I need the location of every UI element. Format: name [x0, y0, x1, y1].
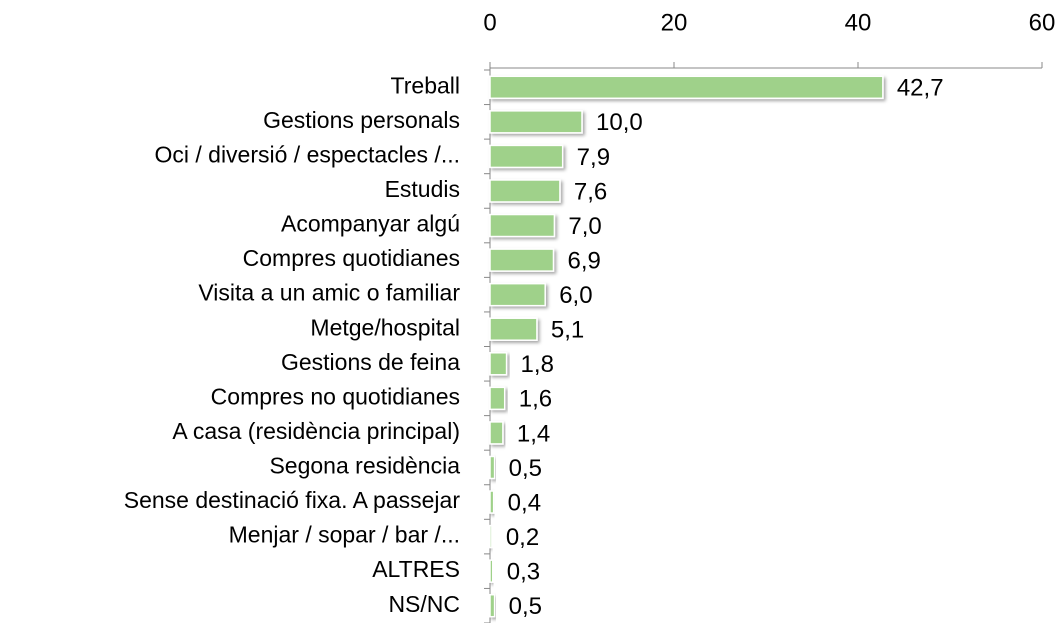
bar	[489, 144, 564, 169]
y-tick-label: A casa (residència principal)	[172, 418, 460, 444]
bar	[489, 559, 494, 583]
data-label: 0,3	[507, 559, 540, 586]
y-tick-label: Oci / diversió / espectacles /...	[154, 141, 460, 167]
data-label: 7,6	[574, 178, 607, 205]
y-tick-label: NS/NC	[388, 591, 460, 617]
bar	[489, 179, 561, 203]
bar	[489, 352, 508, 376]
data-label: 0,4	[508, 489, 541, 516]
y-tick-label: Estudis	[385, 176, 460, 202]
bar	[489, 213, 556, 238]
y-tick-label: Compres quotidianes	[243, 245, 460, 271]
data-label: 1,8	[521, 351, 554, 378]
data-label: 1,6	[519, 386, 552, 413]
data-label: 0,5	[509, 455, 542, 482]
x-tick-label: 0	[483, 9, 496, 36]
bar	[489, 75, 884, 100]
y-tick-label: Visita a un amic o familiar	[198, 280, 460, 306]
bar	[489, 455, 496, 480]
y-tick-label: Gestions personals	[263, 107, 460, 133]
data-label: 0,2	[506, 524, 539, 551]
data-label: 7,9	[577, 144, 610, 171]
bar	[489, 248, 555, 272]
bar	[489, 110, 583, 134]
y-tick-label: Compres no quotidianes	[211, 383, 460, 409]
y-tick-label: ALTRES	[372, 556, 460, 582]
data-label: 6,0	[559, 282, 592, 309]
bar	[489, 490, 495, 514]
y-tick-label: Sense destinació fixa. A passejar	[124, 487, 461, 513]
x-tick-label: 40	[845, 9, 872, 36]
data-label: 42,7	[897, 75, 944, 102]
data-label: 0,5	[509, 593, 542, 620]
y-tick-label: Treball	[391, 72, 460, 98]
bar	[489, 593, 496, 618]
data-label: 1,4	[517, 420, 550, 447]
bar	[489, 524, 493, 549]
bar	[489, 386, 506, 411]
y-tick-label: Metge/hospital	[310, 314, 460, 340]
y-tick-label: Gestions de feina	[281, 349, 460, 375]
y-tick-label: Menjar / sopar / bar /...	[229, 522, 460, 548]
y-tick-label: Segona residència	[269, 453, 460, 479]
data-label: 5,1	[551, 317, 584, 344]
data-label: 7,0	[568, 213, 601, 240]
data-label: 10,0	[596, 109, 643, 136]
x-tick-label: 60	[1029, 9, 1056, 36]
y-tick-label: Acompanyar algú	[281, 211, 460, 237]
x-tick-label: 20	[661, 9, 688, 36]
bar	[489, 317, 538, 341]
data-label: 6,9	[567, 247, 600, 274]
bar	[489, 282, 546, 307]
bar	[489, 421, 504, 445]
